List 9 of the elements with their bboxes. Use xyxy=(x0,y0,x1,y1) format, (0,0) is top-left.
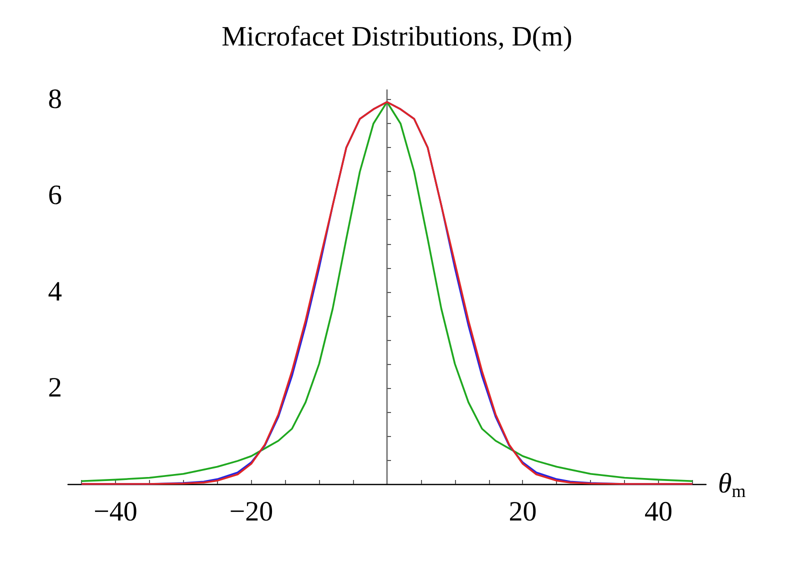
x-tick-label: −40 xyxy=(94,496,138,528)
x-tick-label: 40 xyxy=(644,496,672,528)
y-tick-label: 6 xyxy=(48,180,62,212)
y-tick-label: 2 xyxy=(48,372,62,404)
y-tick-label: 8 xyxy=(48,84,62,116)
x-tick-label: −20 xyxy=(229,496,274,528)
x-tick-label: 20 xyxy=(508,496,537,528)
chart-title: Microfacet Distributions, D(m) xyxy=(222,22,572,52)
y-tick-label: 4 xyxy=(48,276,62,308)
